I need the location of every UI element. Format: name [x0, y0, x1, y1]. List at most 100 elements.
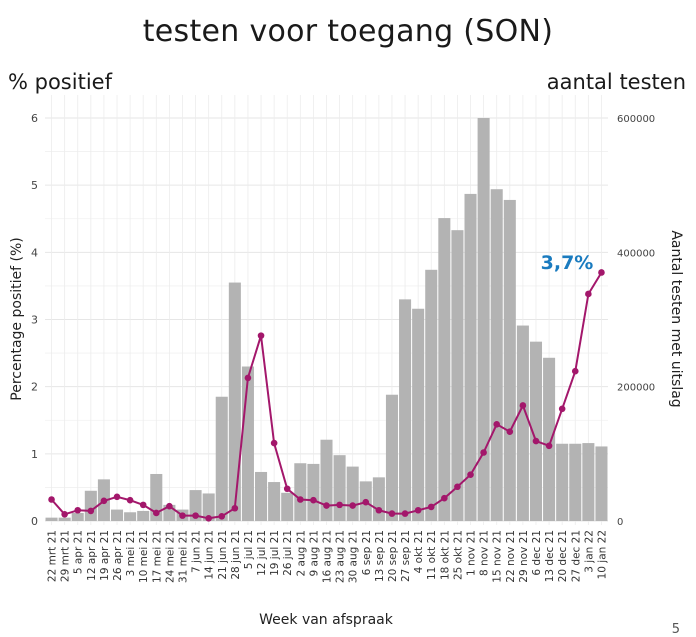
line-point: [480, 449, 487, 456]
x-tick-label: 12 jul 21: [256, 530, 268, 576]
line-point: [152, 509, 160, 517]
x-tick-label: 20 sep 21: [387, 530, 399, 582]
bar: [45, 517, 58, 521]
bar: [84, 490, 97, 521]
x-tick-label: 16 aug 21: [322, 530, 334, 583]
x-tick-label: 8 nov 21: [479, 530, 491, 576]
bar: [385, 394, 398, 521]
line-point: [506, 428, 514, 435]
bar: [307, 463, 320, 521]
y-tick-label-left: 4: [31, 246, 38, 259]
bar: [451, 230, 464, 521]
bar: [595, 446, 608, 521]
x-tick-labels: 22 mrt 21 29 mrt 21 5 apr 21 12 apr 21 19 ap…: [47, 530, 609, 583]
bar: [241, 366, 254, 521]
x-tick-label: 21 jun 21: [217, 530, 229, 580]
bar: [399, 299, 412, 521]
line-point: [192, 512, 199, 519]
y-tick-label-right: 600000: [617, 114, 655, 125]
line-point: [166, 502, 173, 510]
left-y-axis-title: Percentage positief (%): [9, 237, 25, 400]
line-point: [283, 485, 291, 493]
x-tick-label: 6 sep 21: [361, 530, 373, 575]
line-point: [441, 494, 448, 502]
right-y-axis-title: Aantal testen met uitslag: [668, 230, 684, 407]
bar: [425, 269, 438, 521]
x-tick-label: 1 nov 21: [466, 530, 478, 576]
slide-title: testen voor toegang (SON): [142, 14, 554, 49]
line-point: [427, 503, 435, 511]
y-tick-label-right: 200000: [617, 383, 655, 394]
line-point: [336, 501, 343, 509]
left-axis-caption: % positief: [8, 70, 112, 94]
bar: [255, 471, 268, 521]
x-tick-label: 29 nov 21: [518, 530, 530, 583]
bar: [215, 396, 228, 521]
bar: [490, 189, 503, 522]
y-tick-label-left: 1: [31, 448, 38, 461]
line-point: [401, 510, 409, 517]
x-tick-label: 10 mei 21: [138, 530, 150, 583]
line-point: [270, 439, 278, 447]
x-tick-label: 28 jun 21: [230, 530, 242, 580]
line-point: [414, 506, 422, 514]
x-tick-label: 14 jun 21: [204, 530, 216, 580]
bar: [294, 463, 307, 521]
bar: [464, 193, 477, 522]
x-tick-label: 23 aug 21: [335, 530, 347, 583]
bar: [202, 493, 215, 521]
bar: [569, 443, 582, 521]
x-tick-label: 30 aug 21: [348, 530, 360, 583]
bar: [346, 466, 359, 521]
x-tick-label: 18 okt 21: [439, 530, 451, 580]
line-point: [244, 374, 252, 382]
x-tick-label: 29 mrt 21: [60, 530, 72, 582]
x-axis-title: Week van afspraak: [259, 612, 394, 628]
x-tick-label: 11 okt 21: [426, 530, 438, 580]
bar: [333, 455, 346, 521]
bar: [281, 492, 294, 521]
x-tick-label: 3 mei 21: [125, 530, 137, 576]
y-tick-label-right: 0: [617, 517, 623, 528]
line-point: [362, 498, 370, 506]
line-point: [454, 483, 461, 491]
bar: [189, 490, 202, 521]
latest-value-callout: 3,7%: [541, 252, 594, 274]
line-point: [545, 442, 553, 450]
x-tick-label: 7 jun 21: [191, 530, 203, 573]
bar: [477, 118, 490, 521]
bar: [556, 443, 569, 521]
bar: [150, 473, 163, 521]
line-point: [349, 502, 356, 509]
line-point: [558, 405, 566, 413]
y-tick-label-left: 6: [31, 112, 38, 125]
line-point: [519, 402, 527, 409]
y-tick-label-left: 5: [31, 179, 38, 192]
bar: [543, 357, 556, 521]
x-tick-label: 13 dec 21: [544, 530, 556, 582]
x-tick-label: 20 dec 21: [557, 530, 569, 582]
x-tick-label: 5 jul 21: [243, 530, 255, 569]
x-tick-label: 5 apr 21: [73, 530, 85, 574]
bar: [529, 341, 543, 521]
line-point: [218, 512, 226, 520]
line-point: [571, 367, 579, 375]
y-tick-label-right: 400000: [617, 248, 655, 259]
x-tick-label: 4 okt 21: [413, 530, 425, 573]
y-tick-label-left: 2: [31, 381, 38, 394]
x-tick-label: 31 mei 21: [177, 530, 189, 583]
line-point: [205, 515, 212, 522]
line-point: [257, 332, 265, 339]
x-tick-label: 22 nov 21: [505, 530, 517, 583]
bar: [268, 482, 281, 521]
bar: [137, 510, 150, 521]
x-tick-label: 27 dec 21: [570, 530, 582, 582]
bar: [372, 477, 385, 521]
line-point: [113, 493, 121, 501]
line-point: [585, 290, 592, 298]
x-tick-label: 19 apr 21: [99, 530, 111, 581]
bar: [320, 439, 333, 521]
x-tick-label: 22 mrt 21: [47, 530, 59, 582]
x-tick-label: 13 sep 21: [374, 530, 386, 582]
x-tick-label: 26 jul 21: [282, 530, 294, 576]
